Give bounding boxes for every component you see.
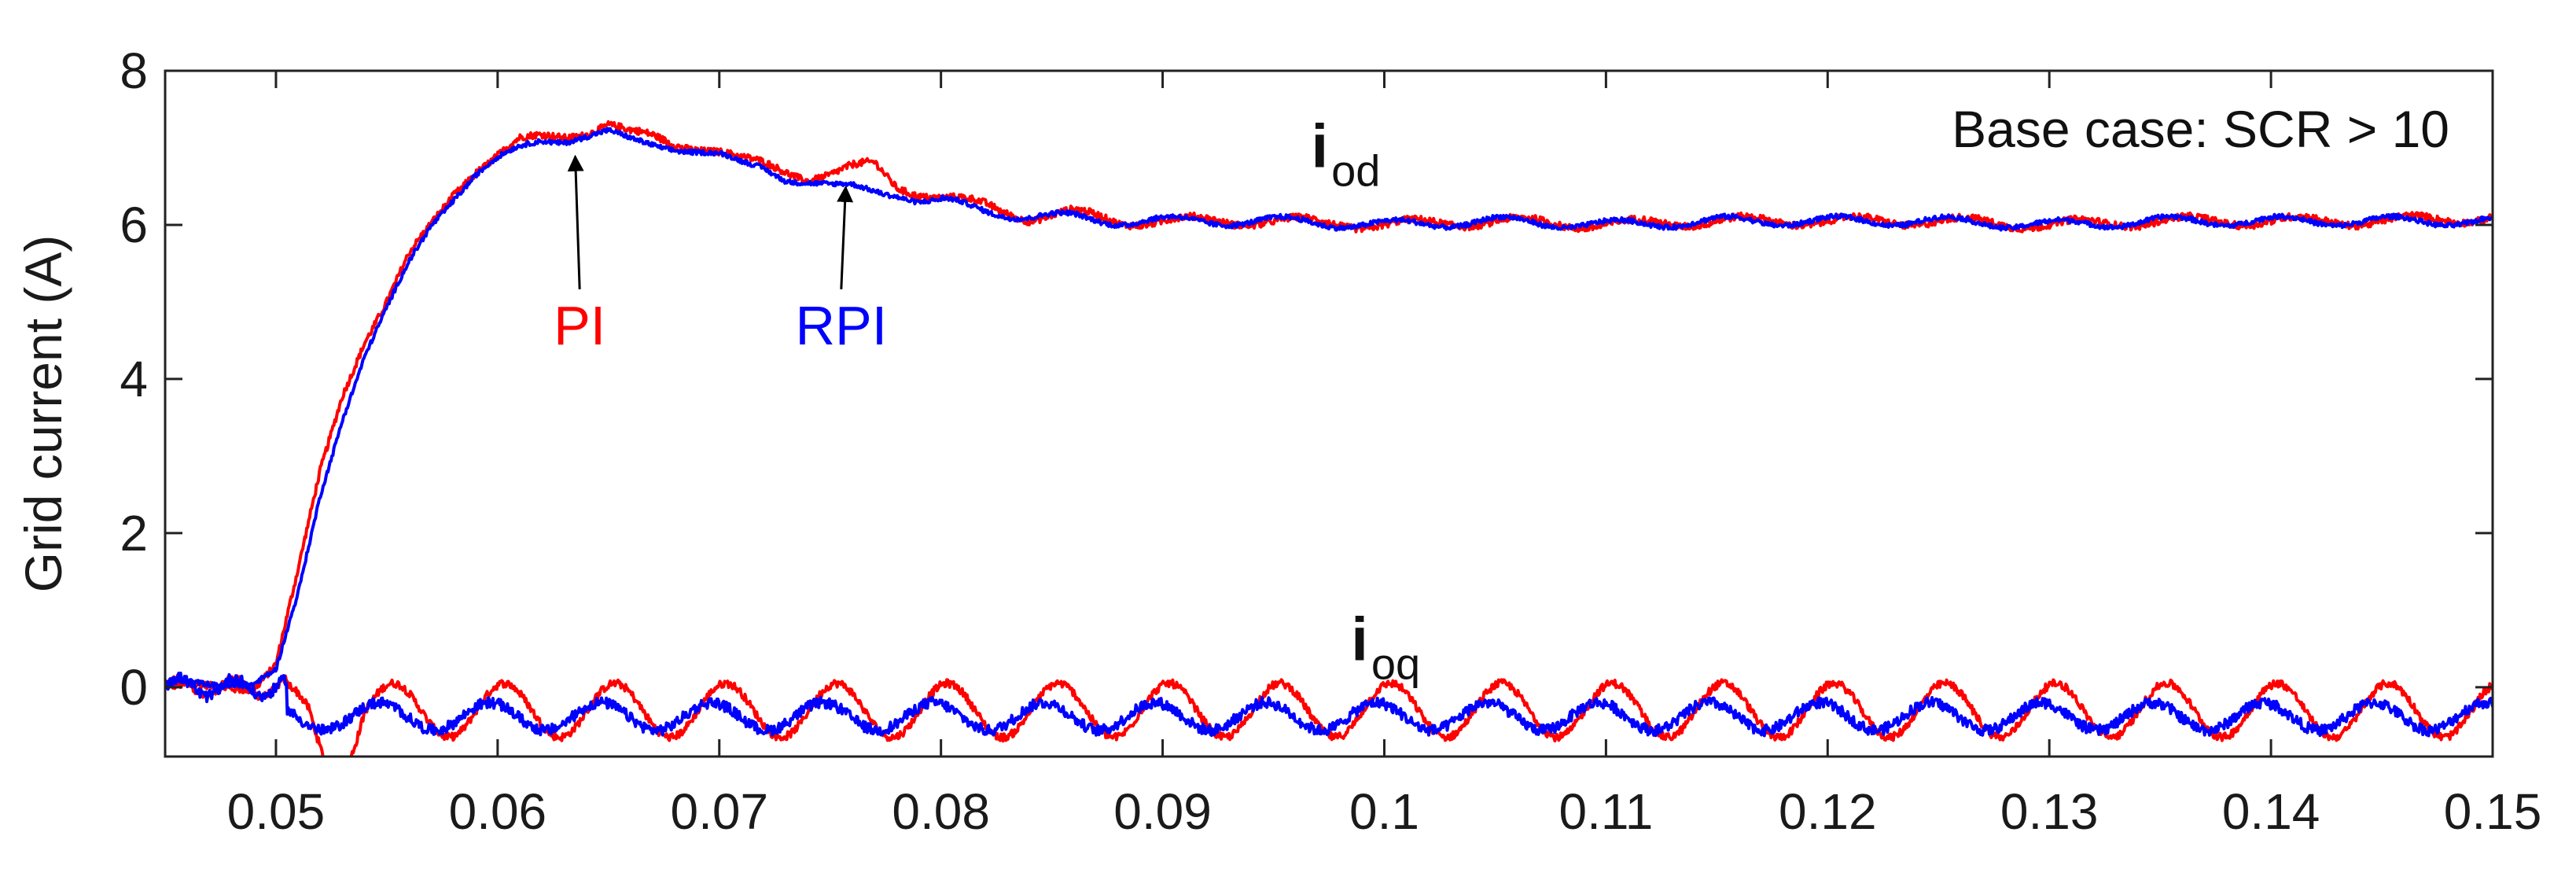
x-axis: 0.05 0.06 0.07 0.08 0.09 0.1 0.11 0.12 0.13 0.14 0…: [227, 71, 2542, 840]
x-tick-label: 0.09: [1113, 783, 1212, 840]
x-tick-label: 0.15: [2444, 783, 2542, 840]
x-tick-label: 0.05: [227, 783, 326, 840]
x-tick-label: 0.14: [2222, 783, 2320, 840]
signal-label-ioq: ioq: [1351, 605, 1420, 689]
x-tick-label: 0.12: [1779, 783, 1877, 840]
case-annotation: Base case: SCR > 10: [1952, 100, 2449, 158]
y-tick-label: 0: [120, 659, 148, 716]
arrow-pi: [567, 154, 584, 289]
x-tick-label: 0.1: [1349, 783, 1419, 840]
series-layer: [165, 120, 2493, 757]
x-tick-label: 0.08: [892, 783, 990, 840]
trace-label-rpi: RPI: [795, 295, 887, 356]
series-line-rpi-iod: [165, 127, 2493, 690]
series-line-rpi-ioq: [165, 672, 2493, 738]
y-tick-label: 8: [120, 42, 148, 99]
y-axis: 0 2 4 6 8: [120, 42, 2493, 716]
labels-layer: iod ioq PI RPI: [554, 111, 1420, 688]
x-tick-label: 0.11: [1558, 783, 1653, 840]
arrow-rpi: [837, 185, 854, 289]
x-tick-label: 0.06: [449, 783, 547, 840]
y-axis-label: Grid current (A): [14, 235, 72, 593]
y-tick-label: 2: [120, 505, 148, 562]
trace-label-pi: PI: [554, 295, 605, 356]
signal-label-iod: iod: [1311, 111, 1380, 195]
x-tick-label: 0.13: [2000, 783, 2099, 840]
x-tick-label: 0.07: [670, 783, 768, 840]
y-tick-label: 4: [120, 351, 148, 407]
y-tick-label: 6: [120, 197, 148, 253]
plot-frame: [164, 69, 2494, 758]
series-line-pi-iod: [165, 120, 2493, 694]
